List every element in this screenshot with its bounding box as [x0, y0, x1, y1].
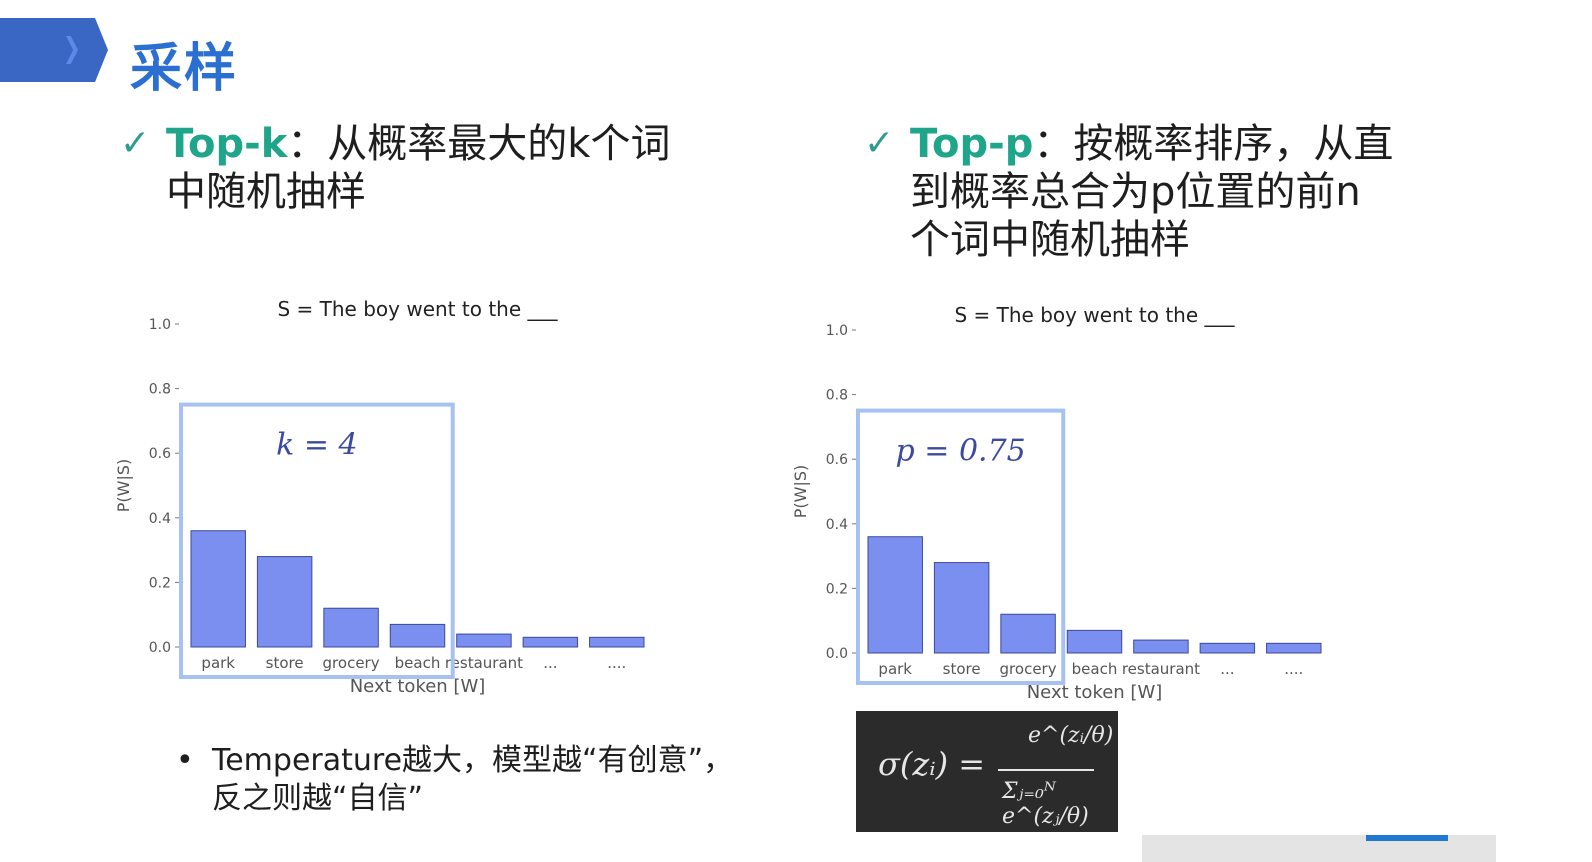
y-tick-label: 0.2	[149, 575, 171, 591]
softmax-temperature-formula: σ(zᵢ) = e^(zᵢ/θ) Σⱼ₌₀ᴺ e^(zⱼ/θ)	[856, 711, 1118, 832]
x-tick-label: park	[878, 660, 912, 678]
bar-0	[190, 530, 246, 648]
x-tick-label: ...	[1220, 660, 1234, 678]
x-tick-label: beach	[395, 654, 441, 672]
x-tick-label: ....	[1284, 660, 1303, 678]
topp-bar-chart: S = The boy went to the ___ 0.0 0.2 0.4 0.6 0…	[791, 303, 1322, 703]
topk-key: Top-k	[166, 121, 288, 167]
chart-title: S = The boy went to the ___	[955, 303, 1236, 327]
bar-0	[867, 536, 923, 654]
y-tick-label: 0.0	[149, 640, 171, 656]
bar-3	[389, 623, 446, 648]
slide-title: 采样	[130, 39, 239, 99]
x-tick-label: beach	[1072, 660, 1118, 678]
chart-title: S = The boy went to the ___	[278, 297, 559, 321]
formula-denominator: Σⱼ₌₀ᴺ e^(zⱼ/θ)	[1002, 779, 1089, 829]
x-tick-label: store	[266, 654, 304, 672]
y-tick-label: 0.6	[149, 446, 171, 462]
y-tick-label: 0.4	[826, 517, 848, 533]
bar-4	[456, 633, 512, 648]
y-tick-label: 0.6	[826, 452, 848, 468]
y-tick-label: 0.0	[826, 646, 848, 662]
checkmark-icon: ✓	[864, 123, 895, 164]
x-tick-label: grocery	[1000, 660, 1057, 678]
bar-3	[1066, 629, 1123, 654]
topk-bar-chart: S = The boy went to the ___ 0.0 0.2 0.4 0.6 0…	[114, 297, 645, 697]
topk-point: ✓ Top-k：从概率最大的k个词 中随机抽样	[120, 120, 671, 216]
bar-2	[323, 607, 379, 648]
x-tick-label: ...	[543, 654, 557, 672]
x-tick-label: ....	[607, 654, 626, 672]
bullet-line2: 反之则越“自信”	[212, 781, 424, 816]
chevron-right-icon	[66, 36, 78, 64]
x-axis-label: Next token [W]	[350, 676, 486, 697]
bar-1	[933, 562, 990, 654]
y-axis-label: P(W|S)	[791, 465, 810, 519]
highlight-box	[179, 402, 455, 679]
topp-key: Top-p	[910, 121, 1034, 167]
topp-line3: 个词中随机抽样	[910, 217, 1190, 263]
topp-point: ✓ Top-p：按概率排序，从直 到概率总合为p位置的前n 个词中随机抽样	[864, 120, 1394, 264]
y-tick-label: 1.0	[826, 323, 848, 339]
y-tick-label: 1.0	[149, 317, 171, 333]
bullet-dot-icon: •	[176, 743, 194, 778]
bar-6	[589, 636, 645, 648]
topk-line1: ：从概率最大的k个词	[287, 121, 671, 167]
y-tick-label: 0.4	[149, 511, 171, 527]
chart-annotation: k = 4	[276, 428, 357, 463]
bar-4	[1133, 639, 1189, 654]
x-tick-label: grocery	[323, 654, 380, 672]
x-axis-label: Next token [W]	[1027, 682, 1163, 703]
title-accent-tab	[0, 18, 108, 82]
highlight-box	[856, 408, 1066, 685]
x-tick-label: restaurant	[445, 654, 523, 672]
bar-6	[1266, 642, 1322, 654]
topp-line1: ：按概率排序，从直	[1033, 121, 1394, 167]
formula-numerator: e^(zᵢ/θ)	[1028, 723, 1114, 748]
temperature-bullet: • Temperature越大，模型越“有创意”， 反之则越“自信”	[176, 742, 734, 818]
x-tick-label: restaurant	[1122, 660, 1200, 678]
checkmark-icon: ✓	[120, 123, 151, 164]
bar-1	[256, 556, 313, 648]
formula-lhs: σ(zᵢ) =	[878, 745, 986, 783]
bar-2	[1000, 613, 1056, 654]
topp-line2: 到概率总合为p位置的前n	[910, 169, 1361, 215]
y-tick-label: 0.8	[826, 388, 848, 404]
topk-line2: 中随机抽样	[166, 169, 366, 215]
bar-5	[1199, 642, 1256, 654]
progress-tab	[1366, 835, 1448, 841]
y-axis-label: P(W|S)	[114, 459, 133, 513]
x-tick-label: park	[201, 654, 235, 672]
bullet-line1: Temperature越大，模型越“有创意”，	[212, 743, 734, 778]
y-tick-label: 0.8	[149, 382, 171, 398]
chart-annotation: p = 0.75	[896, 434, 1026, 469]
bar-5	[522, 636, 579, 648]
fraction-bar	[998, 769, 1094, 771]
y-tick-label: 0.2	[826, 581, 848, 597]
video-control-strip	[1142, 835, 1496, 862]
x-tick-label: store	[943, 660, 981, 678]
